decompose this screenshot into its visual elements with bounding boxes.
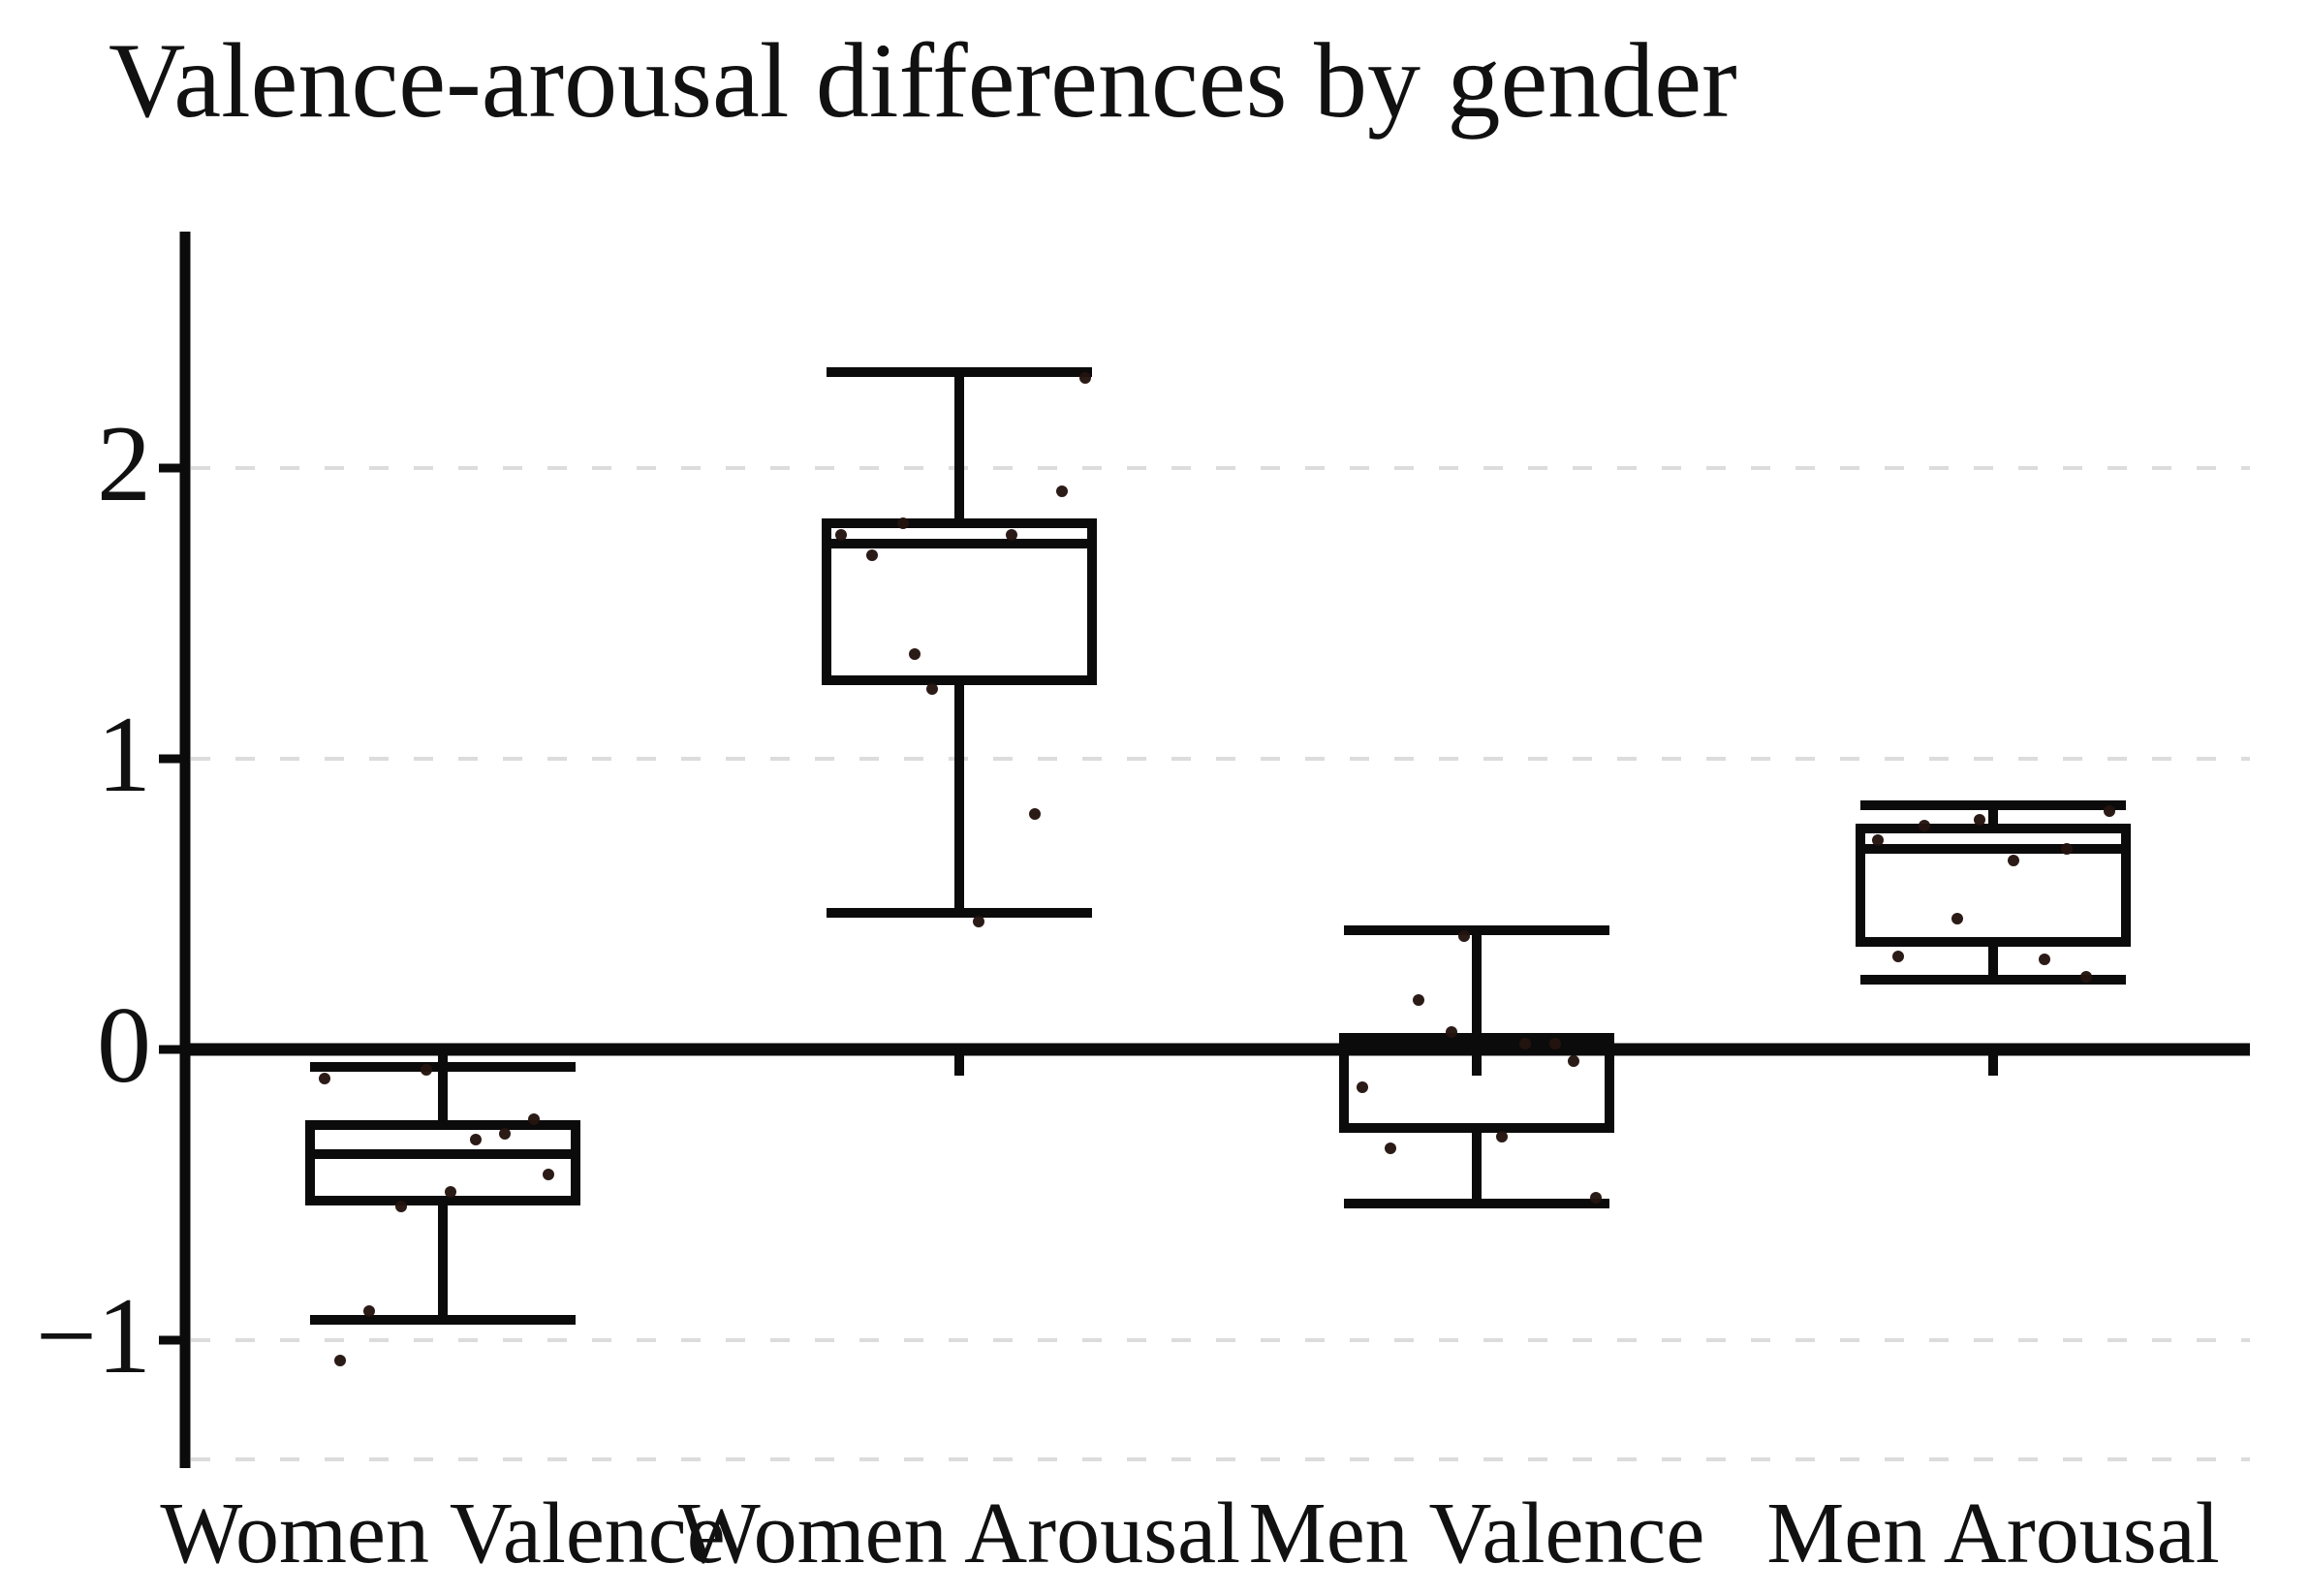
data-point (973, 916, 984, 927)
gridlines (191, 466, 2250, 1461)
data-point (470, 1134, 482, 1145)
data-point (1413, 994, 1424, 1006)
box-women-valence (305, 1062, 580, 1325)
data-point (2104, 805, 2115, 817)
y-tick-label-2: 2 (97, 404, 151, 524)
data-point (1029, 808, 1041, 820)
data-point (1006, 529, 1017, 541)
y-tick-label-1: 1 (97, 695, 151, 815)
data-point (1919, 820, 1930, 831)
x-label-women-valence: Women Valence (160, 1486, 725, 1581)
data-point (1549, 1038, 1561, 1049)
data-point (363, 1305, 375, 1317)
data-point (1872, 834, 1884, 846)
x-label-men-valence: Men Valence (1249, 1486, 1705, 1581)
data-point (1590, 1192, 1602, 1204)
data-point (319, 1073, 330, 1084)
data-point (1056, 485, 1068, 497)
data-point (866, 549, 878, 561)
data-point (897, 517, 909, 529)
x-label-men-arousal: Men Arousal (1766, 1486, 2219, 1581)
y-tick-label-0: 0 (97, 986, 151, 1106)
points-men-arousal (1872, 805, 2115, 983)
points-women-arousal (835, 372, 1091, 927)
data-point (421, 1064, 432, 1076)
data-point (1892, 951, 1904, 962)
data-point (835, 529, 847, 541)
data-point (1519, 1038, 1531, 1049)
data-point (1568, 1055, 1579, 1067)
box-men-arousal (1856, 800, 2131, 985)
data-point (2061, 843, 2073, 855)
data-point (395, 1201, 407, 1212)
data-point (1974, 814, 1985, 826)
data-point (543, 1169, 554, 1180)
x-label-women-arousal: Women Arousal (678, 1486, 1240, 1581)
points-men-valence (1357, 930, 1602, 1204)
data-point (445, 1186, 456, 1198)
data-point (2039, 954, 2050, 965)
data-point (2080, 971, 2092, 983)
data-point (1079, 372, 1091, 384)
data-point (1385, 1142, 1396, 1154)
data-point (528, 1113, 540, 1125)
data-point (1951, 913, 1963, 924)
axis-ticks (159, 463, 1998, 1345)
data-point (926, 683, 938, 695)
chart-title: Valence-arousal differences by gender (109, 21, 1737, 140)
data-point (1458, 930, 1470, 942)
data-point (499, 1128, 511, 1140)
data-point (334, 1355, 346, 1366)
data-point (1496, 1131, 1508, 1142)
points-women-valence (319, 1064, 554, 1366)
data-point (2008, 855, 2019, 866)
iqr-box (305, 1120, 580, 1205)
iqr-box (822, 518, 1097, 685)
y-tick-label-−1: −1 (36, 1276, 151, 1396)
data-point (909, 648, 921, 660)
box-women-arousal (822, 367, 1097, 918)
data-point (1446, 1026, 1457, 1038)
data-point (1357, 1081, 1368, 1093)
